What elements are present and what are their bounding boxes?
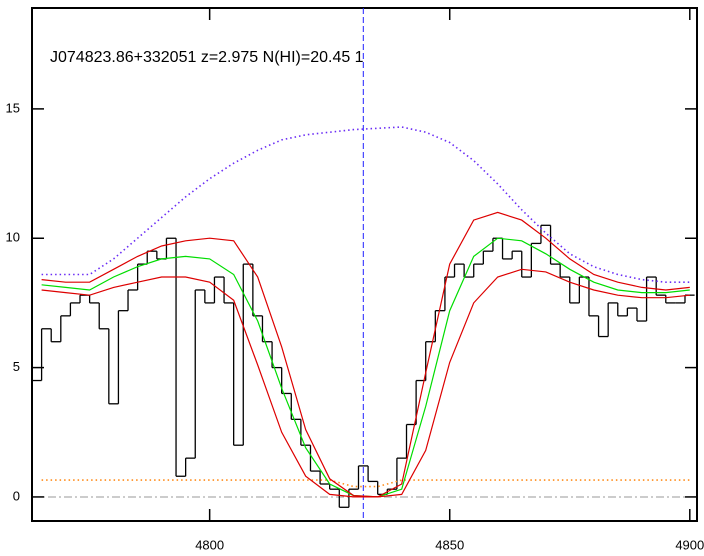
x-tick-label: 4850 (435, 537, 464, 552)
plot-frame (31, 7, 698, 522)
y-tick-label: 5 (13, 359, 20, 374)
x-tick-label: 4800 (195, 537, 224, 552)
dotted-curve (41, 126, 690, 283)
x-tick-label: 4900 (675, 537, 704, 552)
chart-title: J074823.86+332051 z=2.975 N(HI)=20.45 1 (50, 49, 364, 66)
y-tick-label: 0 (13, 488, 20, 503)
y-tick-label: 15 (6, 100, 20, 115)
model-curve (41, 268, 690, 498)
model-curve (41, 237, 690, 498)
plot-area (32, 8, 697, 521)
y-tick-label: 10 (6, 230, 20, 245)
dotted-curve (41, 479, 690, 488)
model-curve (41, 211, 690, 498)
